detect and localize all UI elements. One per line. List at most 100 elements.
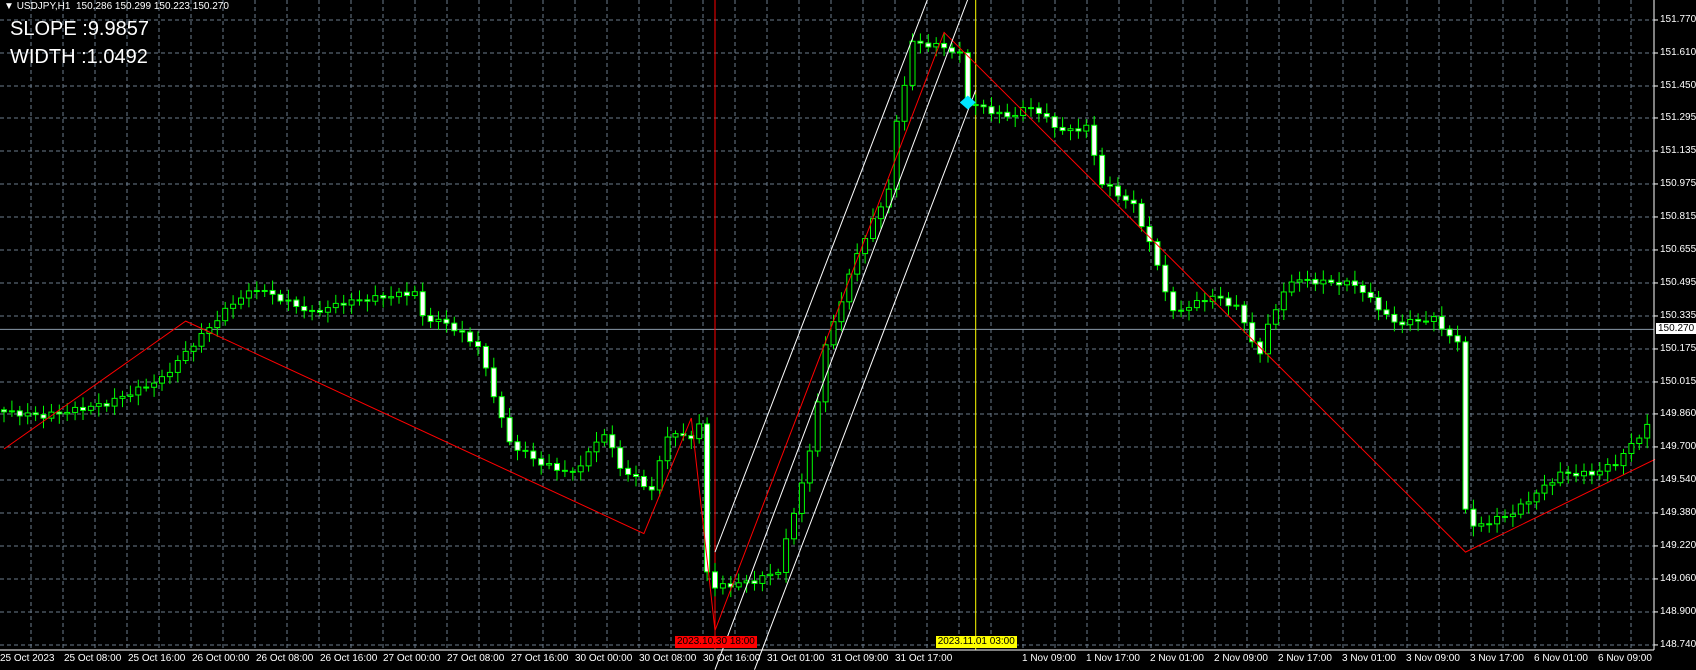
bull-candle (719, 583, 726, 589)
bull-candle (601, 434, 608, 443)
bull-candle (1509, 513, 1516, 518)
channel-upper-line (714, 0, 928, 553)
bull-candle (356, 299, 363, 302)
bull-candle (1628, 443, 1635, 455)
bull-candle (759, 575, 766, 584)
bull-candle (996, 111, 1003, 115)
price-tick-label: 150.495 (1660, 276, 1696, 288)
bull-candle (1525, 501, 1532, 505)
bull-candle (775, 571, 782, 575)
bear-candle (498, 396, 505, 419)
bull-candle (72, 406, 79, 413)
bull-candle (885, 188, 892, 208)
bull-candle (159, 376, 165, 384)
bull-candle (95, 403, 102, 407)
bear-candle (956, 51, 963, 54)
symbol-label: USDJPY,H1 (16, 1, 71, 12)
bear-candle (467, 331, 474, 343)
price-tick-label: 150.015 (1660, 375, 1696, 387)
chart-header: ▼ USDJPY,H1 150.286 150.299 150.223 150.… (4, 1, 229, 12)
bear-candle (1446, 328, 1453, 337)
slope-label: SLOPE :9.9857 (10, 18, 149, 40)
bull-candle (24, 412, 31, 417)
price-tick-label: 148.740 (1660, 638, 1696, 650)
bull-candle (190, 345, 197, 352)
price-tick-label: 149.380 (1660, 506, 1696, 518)
bear-candle (988, 106, 995, 115)
bull-candle (577, 465, 584, 473)
bear-candle (16, 410, 23, 417)
price-tick-label: 148.900 (1660, 605, 1696, 617)
bull-candle (798, 482, 805, 514)
bear-candle (317, 309, 323, 313)
bear-candle (277, 293, 284, 302)
bull-candle (585, 451, 592, 467)
bear-candle (625, 467, 632, 475)
bull-candle (822, 344, 829, 403)
bear-candle (482, 345, 489, 369)
bull-candle (222, 307, 229, 322)
time-tick-label: 1 Nov 09:00 (1022, 653, 1076, 664)
bear-candle (980, 104, 987, 108)
bull-candle (1644, 423, 1651, 439)
bear-candle (522, 449, 529, 452)
bull-candle (1407, 318, 1414, 326)
bear-candle (1312, 278, 1319, 285)
bull-candle (806, 450, 813, 484)
time-tick-label: 2 Nov 09:00 (1214, 653, 1268, 664)
bear-candle (972, 104, 979, 107)
ohlc-label: 150.286 150.299 150.223 150.270 (75, 1, 229, 12)
time-tick-label: 6 Nov 01:00 (1534, 653, 1588, 664)
bear-candle (561, 469, 568, 472)
time-tick-label: 30 Oct 00:00 (575, 653, 633, 664)
triangle-down-icon[interactable]: ▼ (4, 1, 17, 12)
bull-candle (245, 290, 252, 299)
bear-candle (1138, 203, 1145, 228)
bull-candle (214, 320, 221, 329)
bull-candle (230, 303, 237, 309)
bear-candle (419, 291, 426, 317)
diamond-marker-icon (959, 95, 976, 110)
bear-candle (340, 302, 347, 306)
bull-candle (324, 307, 331, 313)
bull-candle (854, 253, 861, 275)
bull-candle (1193, 300, 1200, 309)
bull-candle (1549, 482, 1556, 486)
bear-candle (1099, 154, 1106, 186)
bear-candle (680, 433, 687, 437)
bull-candle (111, 397, 118, 407)
bear-candle (1051, 116, 1058, 128)
bull-candle (1478, 523, 1485, 527)
bear-candle (1470, 508, 1477, 527)
bull-candle (8, 410, 15, 413)
bull-candle (735, 582, 742, 588)
bear-candle (617, 447, 624, 469)
bull-candle (1344, 280, 1350, 286)
time-tick-label: 30 Oct 16:00 (703, 653, 761, 664)
bear-candle (949, 47, 955, 53)
price-tick-label: 149.060 (1660, 572, 1696, 584)
bear-candle (269, 289, 276, 295)
time-tick-label: 2 Nov 01:00 (1150, 653, 1204, 664)
bear-candle (1241, 304, 1248, 324)
bull-candle (1320, 279, 1327, 285)
bear-candle (1004, 111, 1011, 118)
bear-candle (1423, 320, 1429, 323)
bear-candle (751, 580, 758, 584)
bear-candle (1383, 309, 1390, 315)
bull-candle (1012, 114, 1019, 118)
bull-candle (846, 273, 853, 303)
bull-candle (435, 318, 442, 323)
bear-candle (941, 42, 948, 49)
bear-candle (1035, 107, 1042, 115)
bear-candle (364, 299, 371, 302)
price-tick-label: 149.220 (1660, 539, 1696, 551)
bull-candle (87, 405, 94, 411)
bull-candle (174, 360, 181, 373)
price-tick-label: 151.135 (1660, 144, 1696, 156)
bull-candle (127, 394, 134, 397)
bull-candle (372, 295, 379, 302)
bull-candle (593, 441, 600, 453)
